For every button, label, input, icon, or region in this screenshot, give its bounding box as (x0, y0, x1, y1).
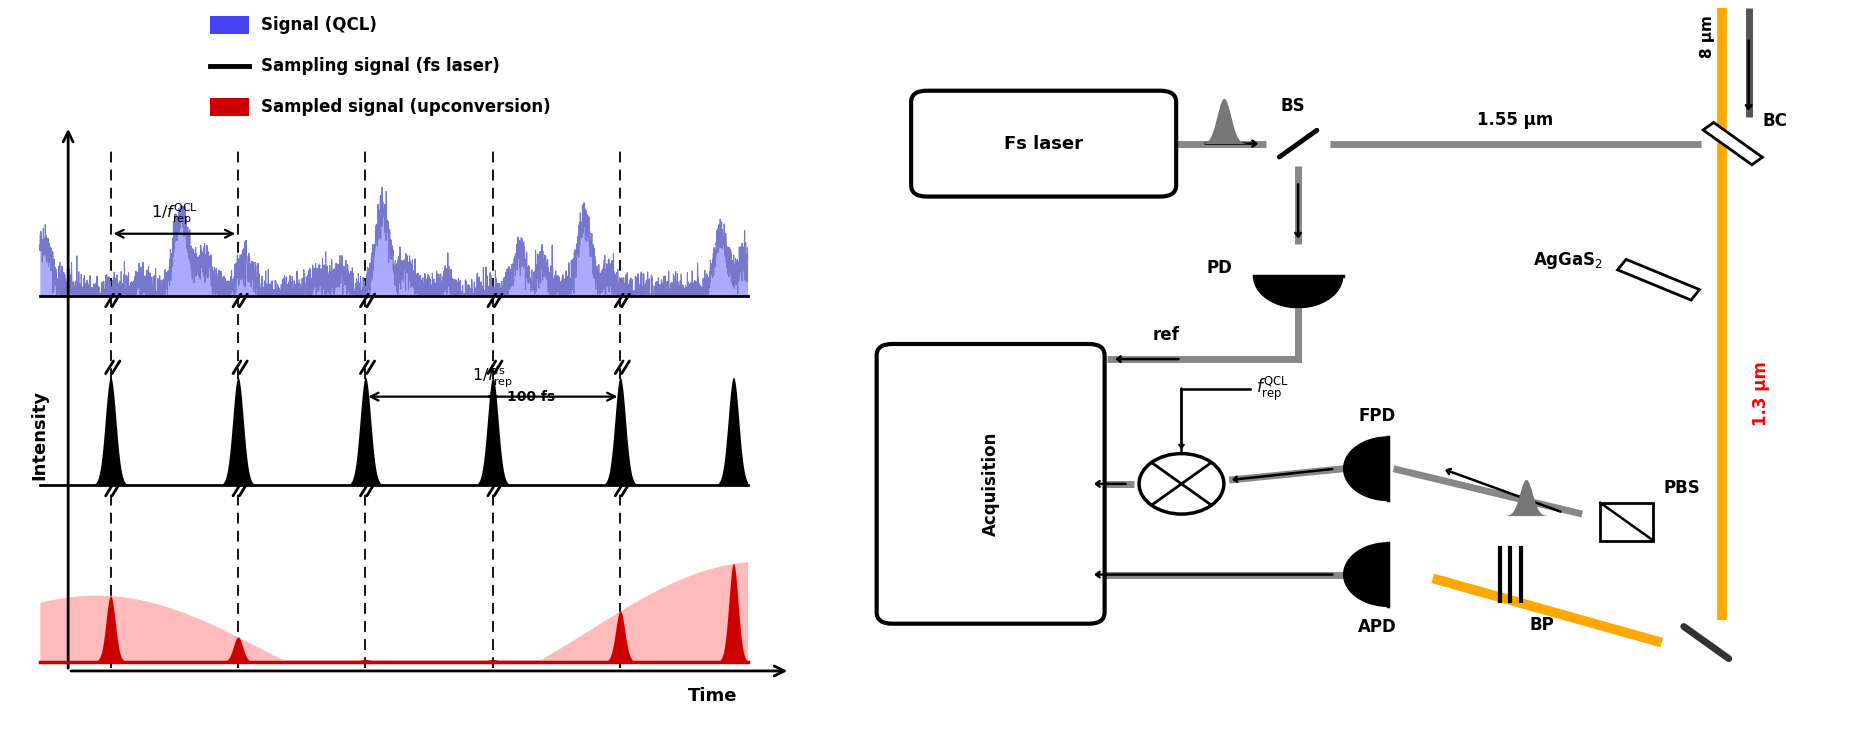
Text: Fs laser: Fs laser (1004, 135, 1083, 153)
Text: 1.55 µm: 1.55 µm (1477, 110, 1553, 129)
Text: APD: APD (1358, 618, 1397, 637)
Polygon shape (1343, 543, 1388, 606)
Text: Sampled signal (upconversion): Sampled signal (upconversion) (260, 98, 551, 116)
Text: 1.3 µm: 1.3 µm (1752, 361, 1771, 426)
Text: BS: BS (1280, 97, 1306, 115)
Text: FPD: FPD (1360, 407, 1397, 425)
Text: 8 µm: 8 µm (1700, 15, 1715, 58)
Text: Sampling signal (fs laser): Sampling signal (fs laser) (260, 57, 500, 75)
FancyBboxPatch shape (876, 344, 1105, 624)
Text: $f_\mathrm{rep}^\mathrm{QCL}$: $f_\mathrm{rep}^\mathrm{QCL}$ (1256, 375, 1289, 404)
Polygon shape (1254, 276, 1343, 308)
Text: Intensity: Intensity (32, 389, 48, 480)
Text: Signal (QCL): Signal (QCL) (260, 16, 376, 34)
Text: $1/f_\mathrm{rep}^\mathrm{QCL}$: $1/f_\mathrm{rep}^\mathrm{QCL}$ (151, 203, 197, 228)
Text: ref: ref (1151, 326, 1179, 344)
Bar (1600, 503, 1654, 541)
Text: PD: PD (1207, 259, 1233, 277)
Polygon shape (1343, 437, 1388, 500)
Text: BP: BP (1529, 616, 1555, 634)
Polygon shape (1618, 259, 1700, 300)
Text: Acquisition: Acquisition (982, 432, 999, 536)
FancyBboxPatch shape (911, 91, 1176, 197)
Text: BC: BC (1763, 112, 1787, 130)
Text: AgGaS$_2$: AgGaS$_2$ (1533, 250, 1603, 271)
Text: Time: Time (688, 687, 737, 705)
Polygon shape (1704, 122, 1763, 165)
Text: PBS: PBS (1665, 479, 1700, 497)
Circle shape (1138, 454, 1224, 514)
Text: 100 fs: 100 fs (508, 389, 554, 404)
Text: $1/f_\mathrm{rep}^\mathrm{fs}$: $1/f_\mathrm{rep}^\mathrm{fs}$ (472, 365, 513, 390)
